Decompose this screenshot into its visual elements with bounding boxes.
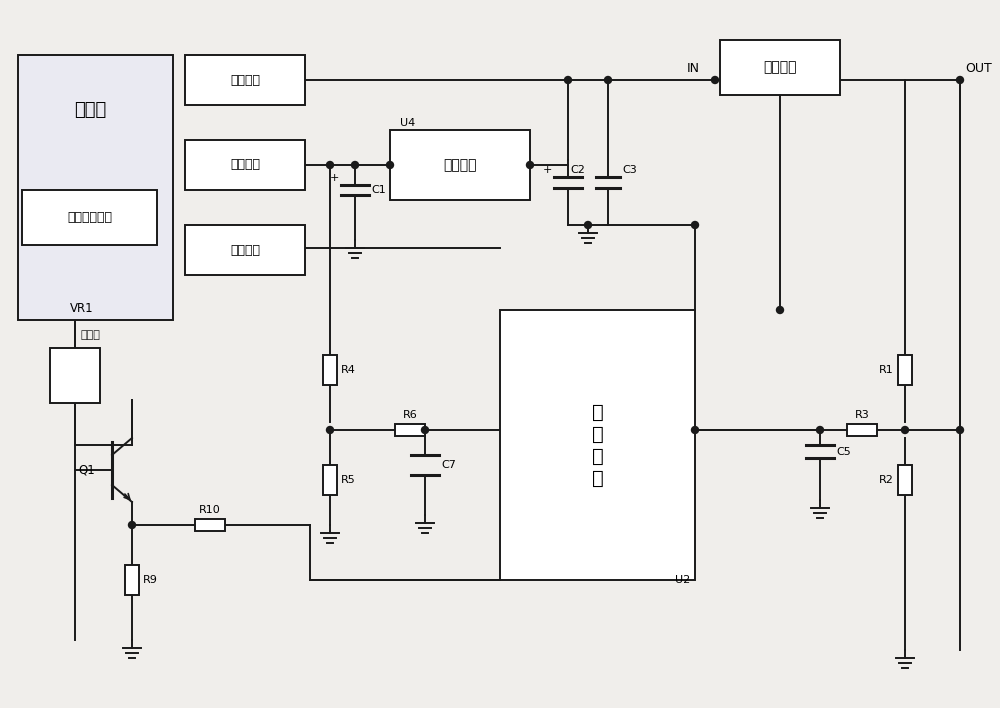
Text: 开关装置: 开关装置: [763, 60, 797, 74]
Circle shape: [816, 426, 824, 433]
Circle shape: [564, 76, 572, 84]
Circle shape: [526, 161, 534, 169]
Text: +: +: [543, 165, 552, 175]
Circle shape: [128, 522, 136, 528]
Circle shape: [422, 426, 428, 433]
Bar: [185, 55, 305, 105]
Text: Q1: Q1: [78, 464, 95, 476]
Text: 脉宽调制芯片: 脉宽调制芯片: [67, 211, 112, 224]
Bar: [125, 565, 139, 595]
Bar: [22, 190, 157, 245]
Text: C1: C1: [371, 185, 386, 195]
Text: C5: C5: [836, 447, 851, 457]
Text: IN: IN: [687, 62, 700, 75]
Circle shape: [776, 307, 784, 314]
Text: U2: U2: [675, 575, 690, 585]
Text: R5: R5: [341, 475, 356, 485]
Bar: [847, 424, 877, 436]
Bar: [390, 130, 530, 200]
Bar: [323, 465, 337, 495]
Circle shape: [352, 161, 358, 169]
Text: R4: R4: [341, 365, 356, 375]
Text: C2: C2: [570, 165, 585, 175]
Text: R2: R2: [879, 475, 894, 485]
Circle shape: [604, 76, 612, 84]
Circle shape: [692, 222, 698, 229]
Text: OUT: OUT: [965, 62, 992, 75]
Circle shape: [584, 222, 592, 229]
Text: R9: R9: [143, 575, 158, 585]
Circle shape: [902, 426, 908, 433]
Circle shape: [956, 426, 964, 433]
Text: 充电器: 充电器: [74, 101, 106, 119]
Bar: [185, 140, 305, 190]
Bar: [720, 40, 840, 95]
Circle shape: [712, 76, 718, 84]
Bar: [185, 225, 305, 275]
Text: U4: U4: [400, 118, 415, 128]
Text: 充电器: 充电器: [80, 330, 100, 340]
Circle shape: [326, 426, 334, 433]
Text: 辅助输出: 辅助输出: [230, 159, 260, 171]
Text: R1: R1: [879, 365, 894, 375]
Bar: [395, 424, 425, 436]
Circle shape: [386, 161, 394, 169]
Text: C3: C3: [622, 165, 637, 175]
Text: 充电状态: 充电状态: [230, 244, 260, 256]
Bar: [50, 348, 100, 403]
Bar: [898, 355, 912, 385]
Circle shape: [956, 76, 964, 84]
Text: R3: R3: [855, 410, 869, 420]
Text: +: +: [330, 173, 339, 183]
Text: VR1: VR1: [70, 302, 94, 315]
Bar: [18, 55, 173, 320]
Circle shape: [692, 426, 698, 433]
Text: R6: R6: [403, 410, 417, 420]
Text: 微
控
制
器: 微 控 制 器: [592, 403, 603, 488]
Bar: [195, 519, 225, 531]
Circle shape: [326, 161, 334, 169]
Bar: [500, 310, 695, 580]
Text: R10: R10: [199, 505, 221, 515]
Bar: [898, 465, 912, 495]
Text: C7: C7: [441, 460, 456, 470]
Bar: [323, 355, 337, 385]
Text: 主要输出: 主要输出: [230, 74, 260, 86]
Text: 稳压芯片: 稳压芯片: [443, 158, 477, 172]
